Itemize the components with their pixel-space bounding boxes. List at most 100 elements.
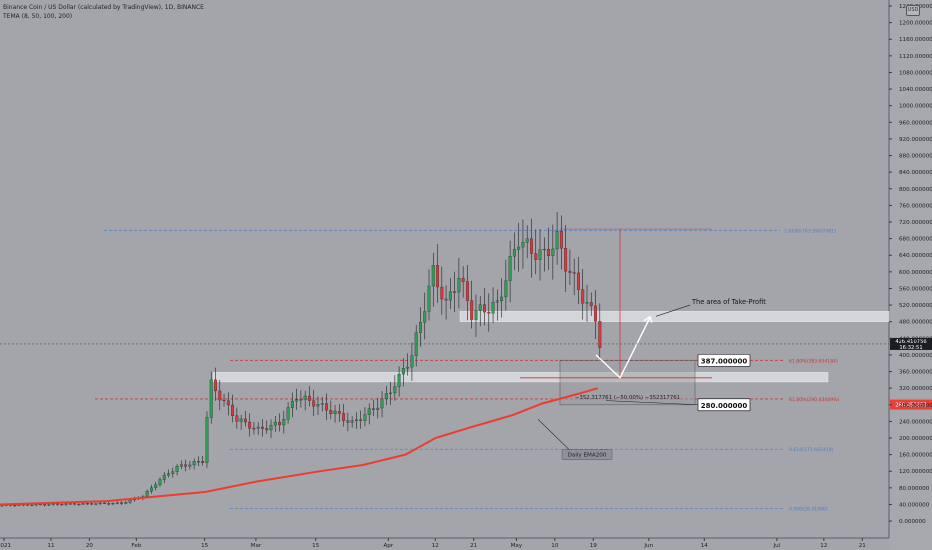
candle-body	[51, 503, 55, 505]
candle-body	[461, 278, 465, 282]
candle-body	[380, 398, 384, 409]
candle-body	[320, 403, 324, 405]
x-tick-label: Apr	[383, 543, 393, 549]
ema200-line	[0, 387, 599, 506]
x-tick-label: 19	[590, 543, 598, 549]
candle-body	[410, 355, 414, 368]
candle-body	[470, 300, 474, 320]
ema200-polyline	[0, 387, 599, 506]
candle-body	[581, 289, 585, 304]
candle-body	[299, 399, 303, 401]
last-price-tag	[890, 337, 932, 350]
candle-body	[303, 395, 307, 400]
candle-body	[474, 310, 478, 320]
candle-body	[465, 281, 469, 301]
candle-body	[342, 413, 346, 421]
candle-body	[500, 296, 504, 301]
x-tick-label: 12	[432, 543, 439, 549]
callout-line	[655, 304, 691, 317]
candle-body	[393, 386, 397, 394]
tag-leader	[605, 400, 699, 406]
y-tick-label: 1040.000000	[899, 87, 932, 93]
candle-body	[389, 392, 393, 394]
candle-body	[43, 504, 47, 506]
candle-body	[401, 368, 405, 375]
zone-rect	[212, 372, 829, 383]
y-tick-label: 160.000000	[899, 453, 932, 459]
candle-body	[427, 285, 431, 312]
candle-body	[103, 502, 106, 504]
y-tick-label: 440.000000	[899, 336, 932, 342]
y-tick-label: 1080.000000	[899, 70, 932, 76]
candle-body	[209, 379, 213, 418]
x-tick-label: 21	[470, 543, 478, 549]
candle-body	[495, 300, 499, 303]
candle-body	[120, 502, 124, 504]
candle-body	[158, 479, 162, 485]
y-tick-label: 800.000000	[899, 187, 932, 193]
candle-body	[448, 291, 452, 301]
y-tick-label: 400.000000	[899, 353, 932, 359]
candle-body	[551, 248, 555, 256]
y-tick-label: 640.000000	[899, 253, 932, 259]
candle-body	[64, 503, 68, 505]
candle-body	[239, 418, 243, 422]
x-tick-label: Mar	[251, 543, 262, 549]
candle-body	[337, 410, 341, 414]
candle-body	[111, 503, 115, 505]
candle-body	[354, 419, 358, 421]
take-profit-label: The area of Take-Profit	[691, 298, 766, 306]
candle-body	[115, 502, 119, 504]
candle-body	[517, 246, 521, 250]
y-tick-label: 960.000000	[899, 120, 932, 126]
last-price-label: 426.410756	[895, 339, 926, 345]
candle-body	[534, 253, 538, 260]
candle-body	[188, 464, 192, 467]
candle-body	[594, 305, 597, 322]
price-tag-label: 387.000000	[701, 357, 748, 365]
indicator-legend: TEMA (8, 50, 100, 200)	[3, 13, 73, 20]
level-label: 1.6180(703.590/7081)	[784, 228, 836, 234]
candle-body	[414, 332, 418, 356]
candle-body	[47, 504, 51, 506]
candle-body	[222, 399, 226, 401]
candle-body	[295, 399, 299, 402]
candle-body	[90, 503, 94, 505]
candle-body	[431, 265, 435, 287]
y-tick-label: 360.000000	[899, 370, 932, 376]
candle-body	[521, 242, 525, 248]
candle-body	[363, 414, 367, 421]
candle-body	[184, 464, 188, 467]
candle-body	[167, 473, 170, 476]
candle-body	[577, 272, 580, 290]
y-tick-label: 0.000000	[899, 519, 926, 525]
x-tick-label: 20	[86, 543, 94, 549]
y-tick-label: 40.000000	[899, 502, 930, 508]
y-tick-label: 760.000000	[899, 203, 932, 209]
candle-body	[107, 503, 111, 505]
candle-body	[278, 421, 281, 426]
chart-settings-icon[interactable]: USD	[906, 5, 920, 16]
ema-price-label: 280.452853	[895, 403, 926, 409]
measure-rect	[559, 359, 696, 406]
candle-body	[218, 390, 222, 401]
x-tick-label: May	[511, 543, 523, 549]
candle-body	[478, 304, 482, 311]
candle-body	[30, 504, 34, 506]
candle-body	[60, 504, 64, 506]
candle-body	[384, 393, 388, 400]
candle-body	[273, 421, 277, 426]
candle-body	[175, 466, 179, 472]
y-tick-label: 240.000000	[899, 419, 932, 425]
measure-label: −352.317761 (−50.00%) −352317761	[575, 395, 680, 401]
y-tick-label: 320.000000	[899, 386, 932, 392]
annotations: The area of Take-Profit Daily EMA200 387.0…	[0, 298, 932, 460]
level-label: 61.80%(383.654184)	[789, 358, 838, 364]
support-zones	[212, 311, 890, 383]
candle-body	[547, 248, 551, 256]
candle-body	[226, 400, 230, 406]
candle-body	[265, 428, 269, 431]
